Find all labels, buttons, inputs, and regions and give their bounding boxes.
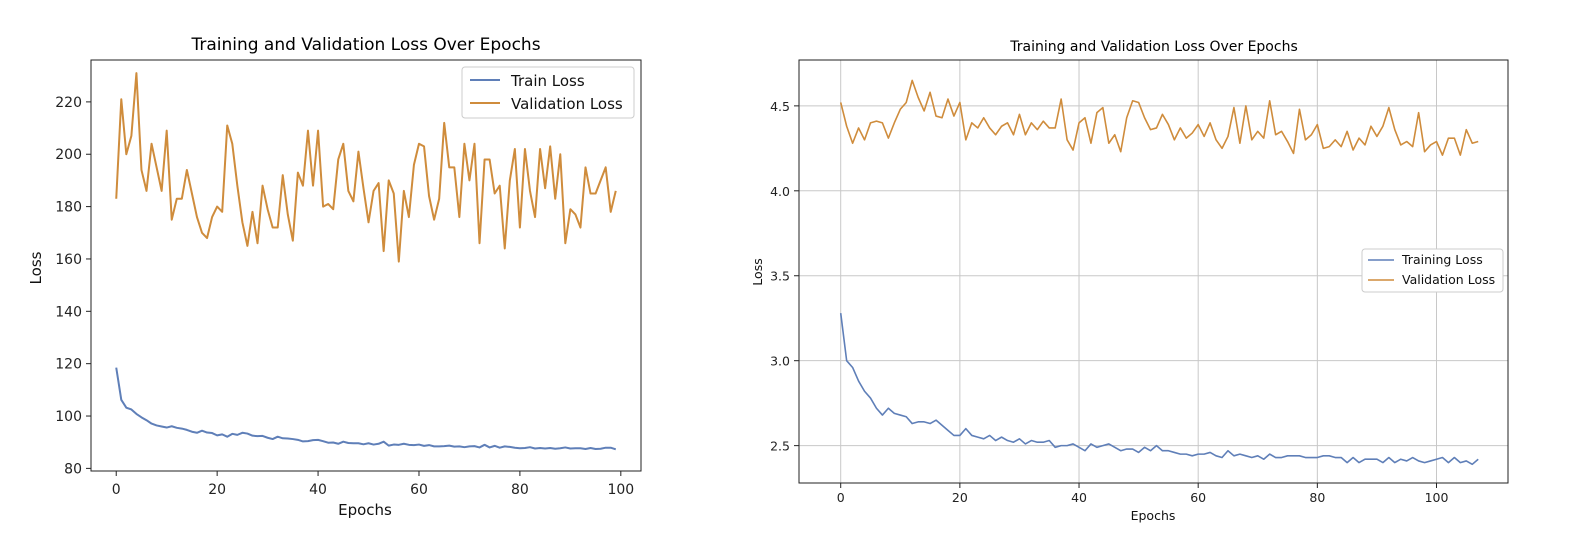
legend-box (1361, 248, 1504, 293)
series-lines (839, 79, 1479, 466)
x-tick-label: 20 (208, 482, 226, 498)
legend-label-training-loss: Training Loss (1401, 252, 1483, 267)
series-line-training-loss (839, 313, 1479, 466)
x-tick-label: 20 (952, 490, 968, 505)
y-tick-label: 4.5 (770, 99, 790, 114)
x-tick-label: 0 (837, 490, 845, 505)
x-tick-label: 60 (1190, 490, 1206, 505)
y-tick-label: 180 (55, 200, 82, 216)
y-tick-label: 160 (55, 252, 82, 268)
y-tick-label: 100 (55, 409, 82, 425)
x-tick-label: 40 (1071, 490, 1087, 505)
x-tick-label: 40 (309, 482, 327, 498)
series-line-validation-loss (839, 79, 1479, 156)
y-tick-label: 120 (55, 357, 82, 373)
axis-ticks: 0 20 40 60 80 100 80 100 120 140 160 180 200 220 (55, 95, 634, 498)
series-line-validation-loss (115, 72, 617, 263)
x-tick-label: 100 (607, 482, 634, 498)
x-axis-label: Epochs (338, 501, 392, 519)
y-tick-label: 220 (55, 95, 82, 111)
series-line-train-loss (115, 367, 617, 451)
y-tick-label: 4.0 (770, 184, 790, 199)
plot-frame (90, 59, 642, 472)
y-tick-label: 80 (64, 461, 82, 477)
x-tick-label: 80 (1309, 490, 1325, 505)
legend-label-train-loss: Train Loss (510, 72, 585, 90)
chart-title: Training and Validation Loss Over Epochs (190, 35, 540, 55)
x-tick-label: 100 (1425, 490, 1449, 505)
legend-label-validation-loss: Validation Loss (1402, 272, 1495, 287)
chart-title: Training and Validation Loss Over Epochs (1009, 39, 1298, 55)
legend: Train Loss Validation Loss (461, 66, 635, 119)
legend: Training Loss Validation Loss (1361, 248, 1504, 293)
x-axis-label: Epochs (1131, 508, 1176, 523)
plot-frame (798, 59, 1509, 484)
y-tick-label: 3.5 (770, 269, 790, 284)
chart-training-validation-loss-right: Training and Validation Loss Over Epochs… (750, 39, 1509, 523)
x-tick-label: 60 (410, 482, 428, 498)
series-lines (115, 72, 617, 451)
y-axis-label: Loss (27, 251, 45, 284)
y-tick-label: 2.5 (770, 439, 790, 454)
chart-training-validation-loss-left: Training and Validation Loss Over Epochs… (27, 35, 642, 519)
x-tick-label: 80 (511, 482, 529, 498)
y-tick-label: 140 (55, 304, 82, 320)
legend-box (461, 66, 635, 119)
y-axis-label: Loss (750, 258, 765, 285)
y-tick-label: 200 (55, 147, 82, 163)
y-tick-label: 3.0 (770, 354, 790, 369)
legend-label-validation-loss: Validation Loss (511, 95, 623, 113)
axis-ticks: 0 20 40 60 80 100 2.5 3.0 3.5 4.0 4.5 (770, 99, 1448, 505)
x-tick-label: 0 (112, 482, 121, 498)
